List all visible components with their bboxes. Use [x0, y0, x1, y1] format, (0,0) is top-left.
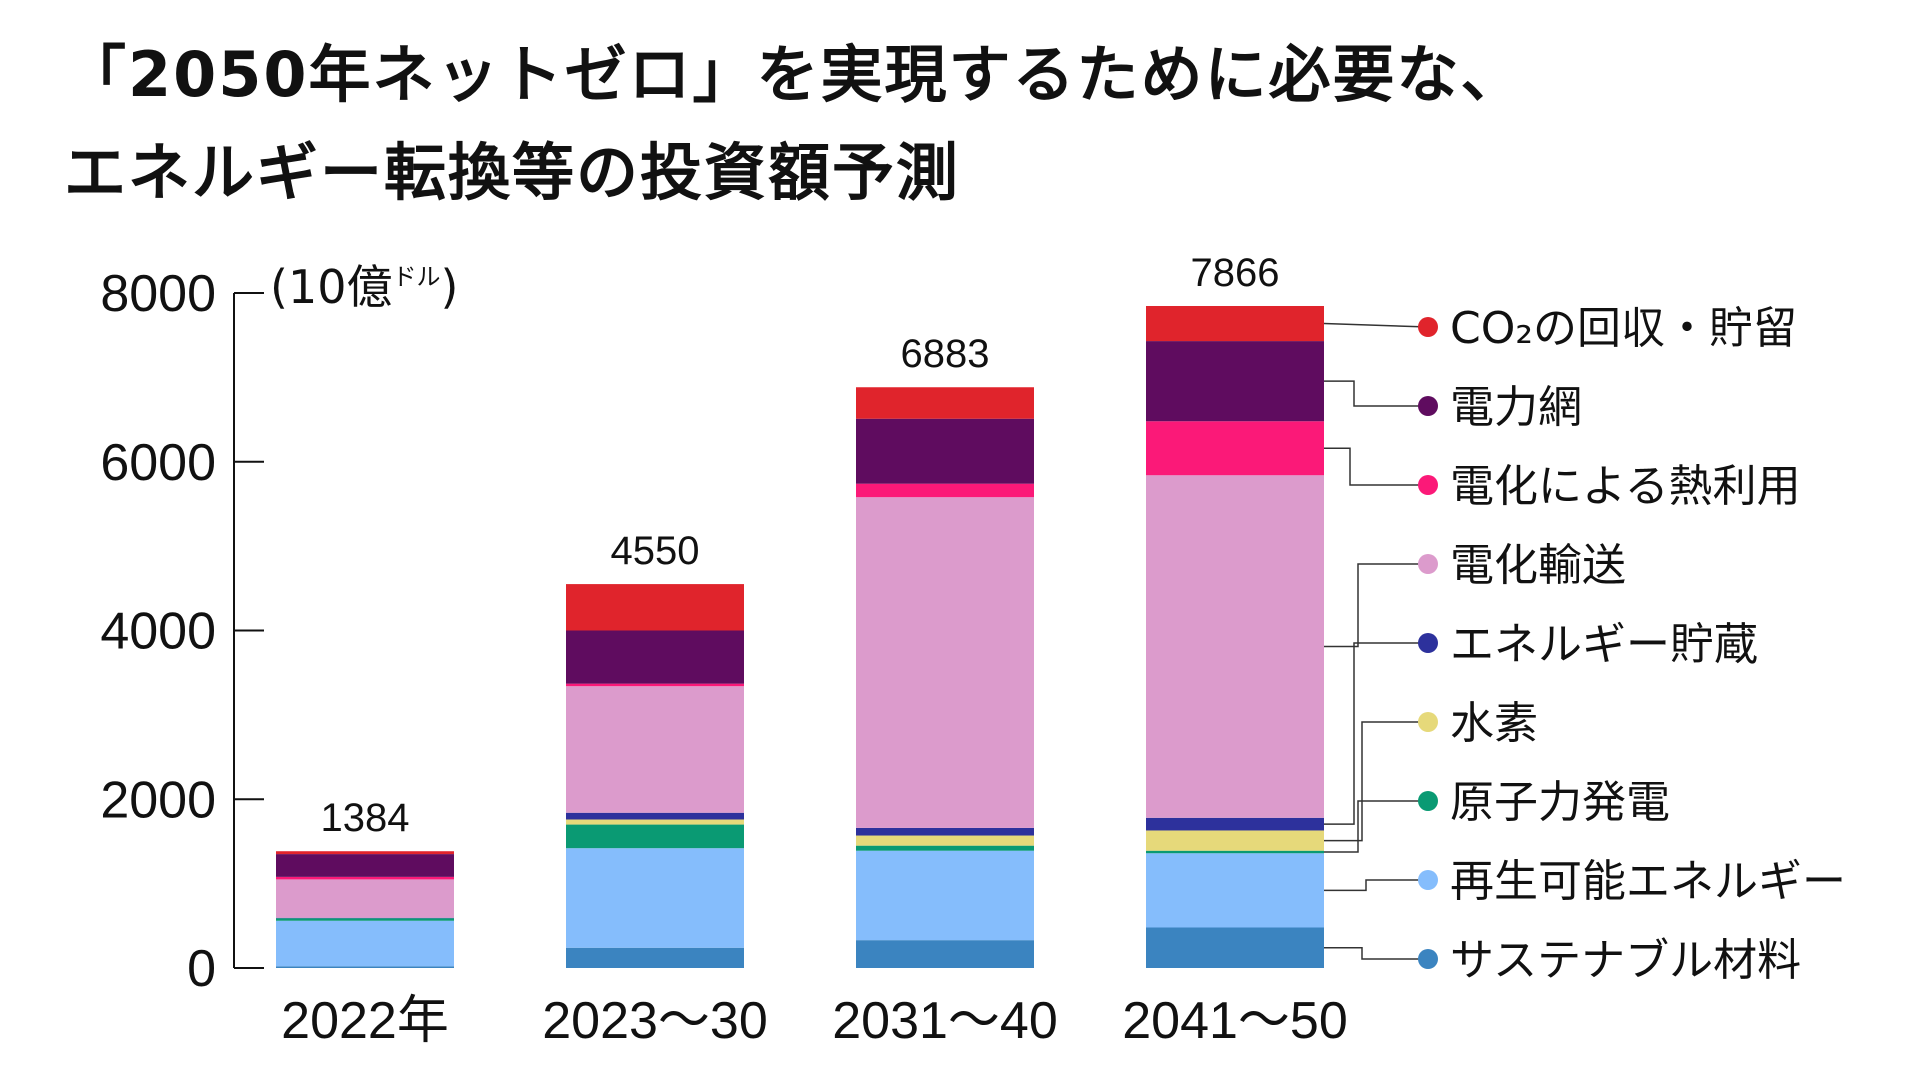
- legend-connector: [1324, 879, 1428, 892]
- legend-connector: [1324, 563, 1428, 648]
- legend-label: CO₂の回収・貯留: [1450, 303, 1797, 354]
- bar-segment: [566, 584, 744, 631]
- bar-segment: [856, 845, 1034, 851]
- bar-segment: [566, 686, 744, 813]
- legend-label: 電化による熱利用: [1450, 461, 1801, 512]
- legend-marker: [1418, 949, 1438, 969]
- bar-total-label: 7866: [1191, 251, 1280, 295]
- bar-segment: [276, 966, 454, 968]
- bar-segment: [566, 819, 744, 825]
- legend: CO₂の回収・貯留電力網電化による熱利用電化輸送エネルギー貯蔵水素原子力発電再生…: [1323, 303, 1846, 986]
- bar-segment: [566, 824, 744, 849]
- bar-segment: [1146, 850, 1324, 854]
- legend-label: 再生可能エネルギー: [1450, 856, 1846, 907]
- x-tick-label: 2031～40: [832, 992, 1058, 1050]
- bar-segment: [856, 850, 1034, 941]
- x-tick-label: 2023～30: [542, 992, 768, 1050]
- bar-segment: [1146, 817, 1324, 831]
- unit-close: ): [440, 260, 458, 314]
- chart-title-line-1: 「2050年ネットゼロ」を実現するために必要な、: [64, 38, 1525, 111]
- bar-segment: [1146, 830, 1324, 851]
- bar-segment: [276, 920, 454, 967]
- bar-segment: [1146, 421, 1324, 476]
- bar-segment: [856, 827, 1034, 836]
- unit-small: ドル: [392, 263, 440, 291]
- bars: [276, 305, 1324, 968]
- chart-title-line-2: エネルギー転換等の投資額予測: [64, 136, 961, 209]
- legend-marker: [1418, 554, 1438, 574]
- legend-label: 原子力発電: [1450, 777, 1670, 828]
- bar-segment: [856, 483, 1034, 498]
- bar-segment: [1146, 927, 1324, 968]
- y-tick-label: 6000: [100, 434, 216, 492]
- bar-segment: [1146, 475, 1324, 818]
- legend-connector: [1324, 642, 1428, 825]
- legend-connector: [1324, 800, 1428, 853]
- legend-connector: [1323, 322, 1429, 328]
- bar-segment: [1146, 305, 1324, 342]
- bar-segment: [566, 947, 744, 968]
- bar-segment: [856, 418, 1034, 484]
- y-axis-unit-label: (10億ドル): [270, 260, 458, 314]
- x-tick-label: 2041～50: [1122, 992, 1348, 1050]
- y-tick-label: 2000: [100, 771, 216, 829]
- bar-segment: [566, 812, 744, 820]
- y-axis: 0 2000 4000 6000 8000: [100, 265, 264, 998]
- legend-connector: [1324, 721, 1428, 842]
- legend-marker: [1418, 475, 1438, 495]
- legend-label: サステナブル材料: [1450, 935, 1801, 986]
- legend-label: 電力網: [1450, 382, 1582, 433]
- bar-segment: [276, 879, 454, 918]
- legend-marker: [1418, 317, 1438, 337]
- x-tick-label: 2022年: [281, 992, 449, 1050]
- bar-segment: [1146, 853, 1324, 928]
- y-tick-label: 8000: [100, 265, 216, 323]
- legend-label: 電化輸送: [1450, 540, 1626, 591]
- legend-connector: [1324, 380, 1428, 407]
- x-axis-labels: 2022年 2023～30 2031～40 2041～50: [281, 992, 1348, 1050]
- legend-connector: [1324, 947, 1428, 960]
- bar-segment: [276, 918, 454, 921]
- bar-segment: [276, 876, 454, 880]
- legend-connector: [1324, 447, 1428, 486]
- y-tick-label: 4000: [100, 603, 216, 661]
- legend-marker: [1418, 870, 1438, 890]
- bar-totals: 1384 4550 6883 7866: [321, 251, 1280, 840]
- bar-segment: [1146, 341, 1324, 422]
- bar-segment: [566, 683, 744, 687]
- bar-segment: [566, 848, 744, 948]
- legend-label: 水素: [1450, 698, 1538, 749]
- bar-segment: [856, 940, 1034, 968]
- legend-marker: [1418, 396, 1438, 416]
- y-tick-label: 0: [187, 940, 216, 998]
- bar-segment: [856, 835, 1034, 846]
- unit-main: (10億: [270, 260, 392, 314]
- bar-segment: [566, 630, 744, 684]
- legend-marker: [1418, 712, 1438, 732]
- bar-segment: [856, 497, 1034, 828]
- legend-label: エネルギー貯蔵: [1450, 619, 1758, 670]
- legend-marker: [1418, 791, 1438, 811]
- bar-total-label: 4550: [611, 529, 700, 573]
- bar-segment: [856, 387, 1034, 419]
- legend-marker: [1418, 633, 1438, 653]
- bar-segment: [276, 854, 454, 877]
- bar-total-label: 6883: [901, 332, 990, 376]
- bar-segment: [276, 851, 454, 855]
- bar-total-label: 1384: [321, 796, 410, 840]
